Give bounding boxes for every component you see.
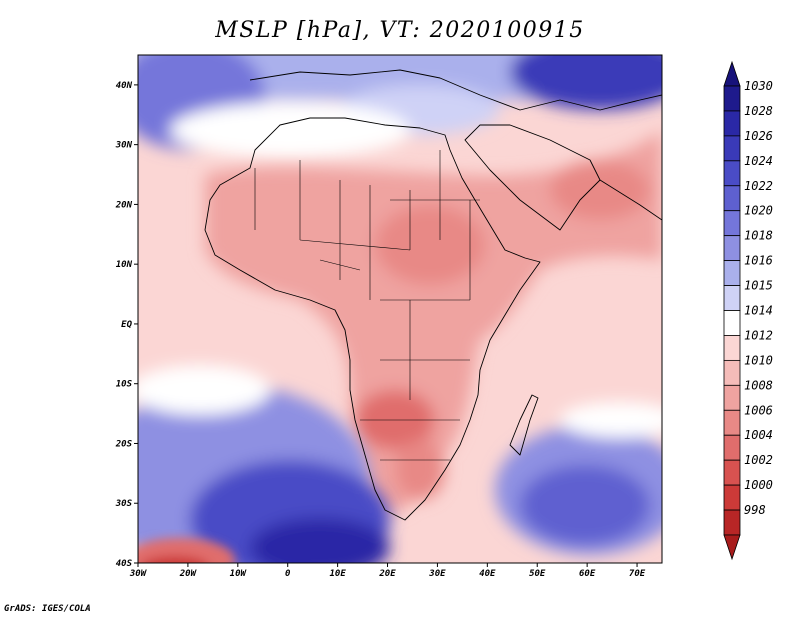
lon-tick-label: 20W (179, 569, 198, 579)
map-title: MSLP [hPa], VT: 2020100915 (215, 18, 585, 43)
credit-label: GrADS: IGES/COLA (4, 604, 91, 614)
lat-tick-label: 40N (116, 81, 133, 91)
lat-tick-label: 10N (116, 260, 133, 270)
lon-tick-label: 30E (428, 569, 446, 579)
lon-tick-label: 10W (230, 569, 248, 579)
colorbar-swatch (723, 459, 741, 486)
lat-tick-label: 40S (116, 559, 133, 569)
lon-tick-label: 60E (579, 569, 596, 579)
plot-frame (137, 54, 663, 564)
colorbar-swatch (723, 409, 741, 436)
colorbar-top-arrow (723, 60, 741, 87)
colorbar-label: 1012 (744, 328, 773, 342)
colorbar-label: 1020 (744, 204, 773, 218)
colorbar-label: 1002 (744, 453, 773, 467)
colorbar-label: 1024 (744, 154, 773, 168)
colorbar-swatch (723, 135, 741, 162)
colorbar-swatch (723, 110, 741, 137)
colorbar-swatch (723, 384, 741, 411)
coastlines (204, 69, 662, 521)
colorbar-swatch (723, 335, 741, 361)
colorbar-label: 1014 (744, 304, 773, 318)
colorbar-label: 1018 (744, 229, 773, 243)
colorbar-label: 1022 (744, 179, 773, 193)
colorbar-label: 1026 (744, 129, 773, 143)
colorbar-swatch (723, 210, 741, 237)
colorbar-label: 998 (744, 503, 766, 517)
colorbar-swatch (723, 310, 741, 336)
colorbar-swatch (723, 434, 741, 461)
colorbar-label: 1000 (744, 478, 773, 492)
lon-tick-label: 30W (129, 569, 148, 579)
country-borders (254, 150, 480, 461)
lat-tick-label: 30S (115, 499, 133, 509)
colorbar-swatch (723, 235, 741, 262)
colorbar-label: 1015 (744, 279, 773, 293)
colorbar-swatch (723, 509, 741, 536)
colorbar-label: 1030 (744, 79, 773, 93)
colorbar-swatch (723, 85, 741, 112)
lon-tick-label: 50E (529, 569, 546, 579)
lon-tick-label: 10E (329, 569, 346, 579)
lon-tick-label: 40E (479, 569, 496, 579)
colorbar-swatch (723, 359, 741, 386)
lat-tick-label: 20N (115, 200, 133, 210)
colorbar-label: 1008 (744, 378, 773, 392)
colorbar-swatch (723, 185, 741, 212)
lon-tick-label: 20E (378, 569, 396, 579)
lat-tick-label: 10S (116, 380, 133, 390)
lat-tick-label: 20S (115, 439, 133, 449)
lat-tick-label: 30N (115, 141, 133, 151)
colorbar-swatch (723, 160, 741, 187)
pressure-field (138, 55, 662, 563)
colorbar-swatch (723, 285, 741, 311)
colorbar-swatch (723, 260, 741, 286)
colorbar: 1030 1028 1026 1024 1022 1020 1018 1016 1015 1014… (723, 60, 773, 561)
colorbar-label: 1028 (744, 104, 773, 118)
colorbar-label: 1004 (744, 428, 773, 442)
colorbar-swatch (723, 484, 741, 511)
lat-tick-label: EQ (121, 320, 132, 330)
lon-tick-label: 0 (285, 569, 291, 579)
colorbar-bottom-arrow (723, 534, 741, 561)
colorbar-label: 1010 (744, 353, 773, 367)
colorbar-label: 1016 (744, 254, 773, 268)
lon-tick-label: 70E (629, 569, 646, 579)
colorbar-label: 1006 (744, 403, 773, 417)
